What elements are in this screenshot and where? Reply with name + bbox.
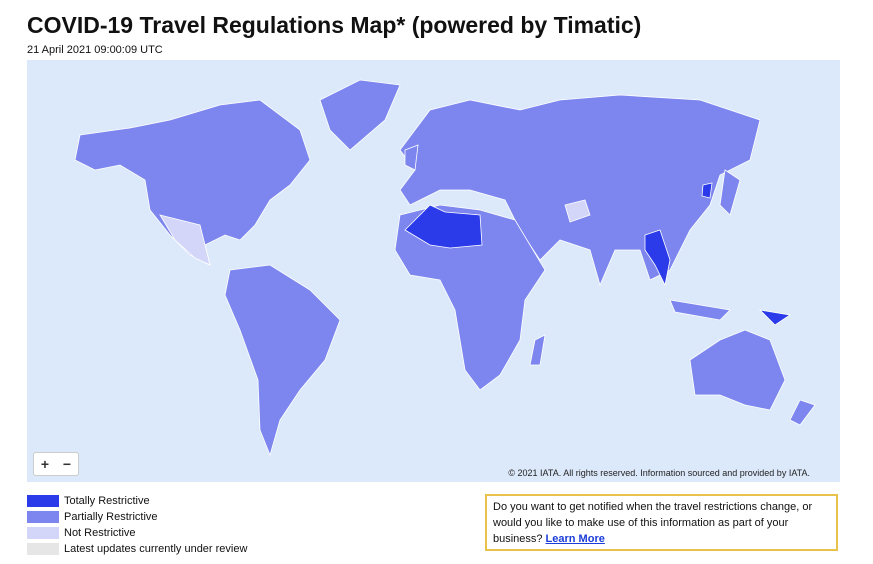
legend: Totally Restrictive Partially Restrictive… <box>27 493 247 557</box>
learn-more-link[interactable]: Learn More <box>545 533 605 545</box>
madagascar[interactable] <box>529 334 546 366</box>
myanmar-laos[interactable] <box>644 229 671 287</box>
title: COVID-19 Travel Regulations Map* (powere… <box>27 12 642 38</box>
legend-label: Not Restrictive <box>64 527 136 539</box>
map-shapes <box>74 79 816 457</box>
legend-label: Latest updates currently under review <box>64 543 248 555</box>
australia[interactable] <box>689 329 786 411</box>
north-korea[interactable] <box>701 182 713 199</box>
new-zealand[interactable] <box>789 399 816 426</box>
zoom-out[interactable]: − <box>62 456 72 472</box>
attribution: © 2021 IATA. All rights reserved. Inform… <box>508 468 810 478</box>
legend-label: Totally Restrictive <box>64 495 150 507</box>
japan[interactable] <box>719 169 741 216</box>
afghanistan[interactable] <box>564 199 591 223</box>
notice-text: Do you want to get notified when the tra… <box>493 501 813 545</box>
timestamp: 21 April 2021 09:00:09 UTC <box>27 44 163 56</box>
legend-item: Totally Restrictive <box>27 493 247 509</box>
papua-new-guinea[interactable] <box>758 309 792 326</box>
uk[interactable] <box>404 144 419 171</box>
legend-item: Partially Restrictive <box>27 509 247 525</box>
legend-swatch <box>27 527 59 539</box>
algeria-libya[interactable] <box>404 204 483 249</box>
mexico[interactable] <box>159 214 211 266</box>
north-america[interactable] <box>74 99 311 266</box>
map[interactable]: + − © 2021 IATA. All rights reserved. In… <box>27 60 840 482</box>
greenland[interactable] <box>319 79 401 151</box>
south-america[interactable] <box>224 264 341 457</box>
eurasia[interactable] <box>399 94 761 287</box>
legend-swatch <box>27 511 59 523</box>
zoom-control: + − <box>33 452 79 476</box>
legend-swatch <box>27 495 59 507</box>
notice: Do you want to get notified when the tra… <box>485 494 838 551</box>
africa[interactable] <box>394 204 546 391</box>
indonesia[interactable] <box>669 299 731 321</box>
legend-swatch <box>27 543 59 555</box>
legend-item: Latest updates currently under review <box>27 541 247 557</box>
legend-item: Not Restrictive <box>27 525 247 541</box>
zoom-in[interactable]: + <box>40 456 50 472</box>
legend-label: Partially Restrictive <box>64 511 158 523</box>
